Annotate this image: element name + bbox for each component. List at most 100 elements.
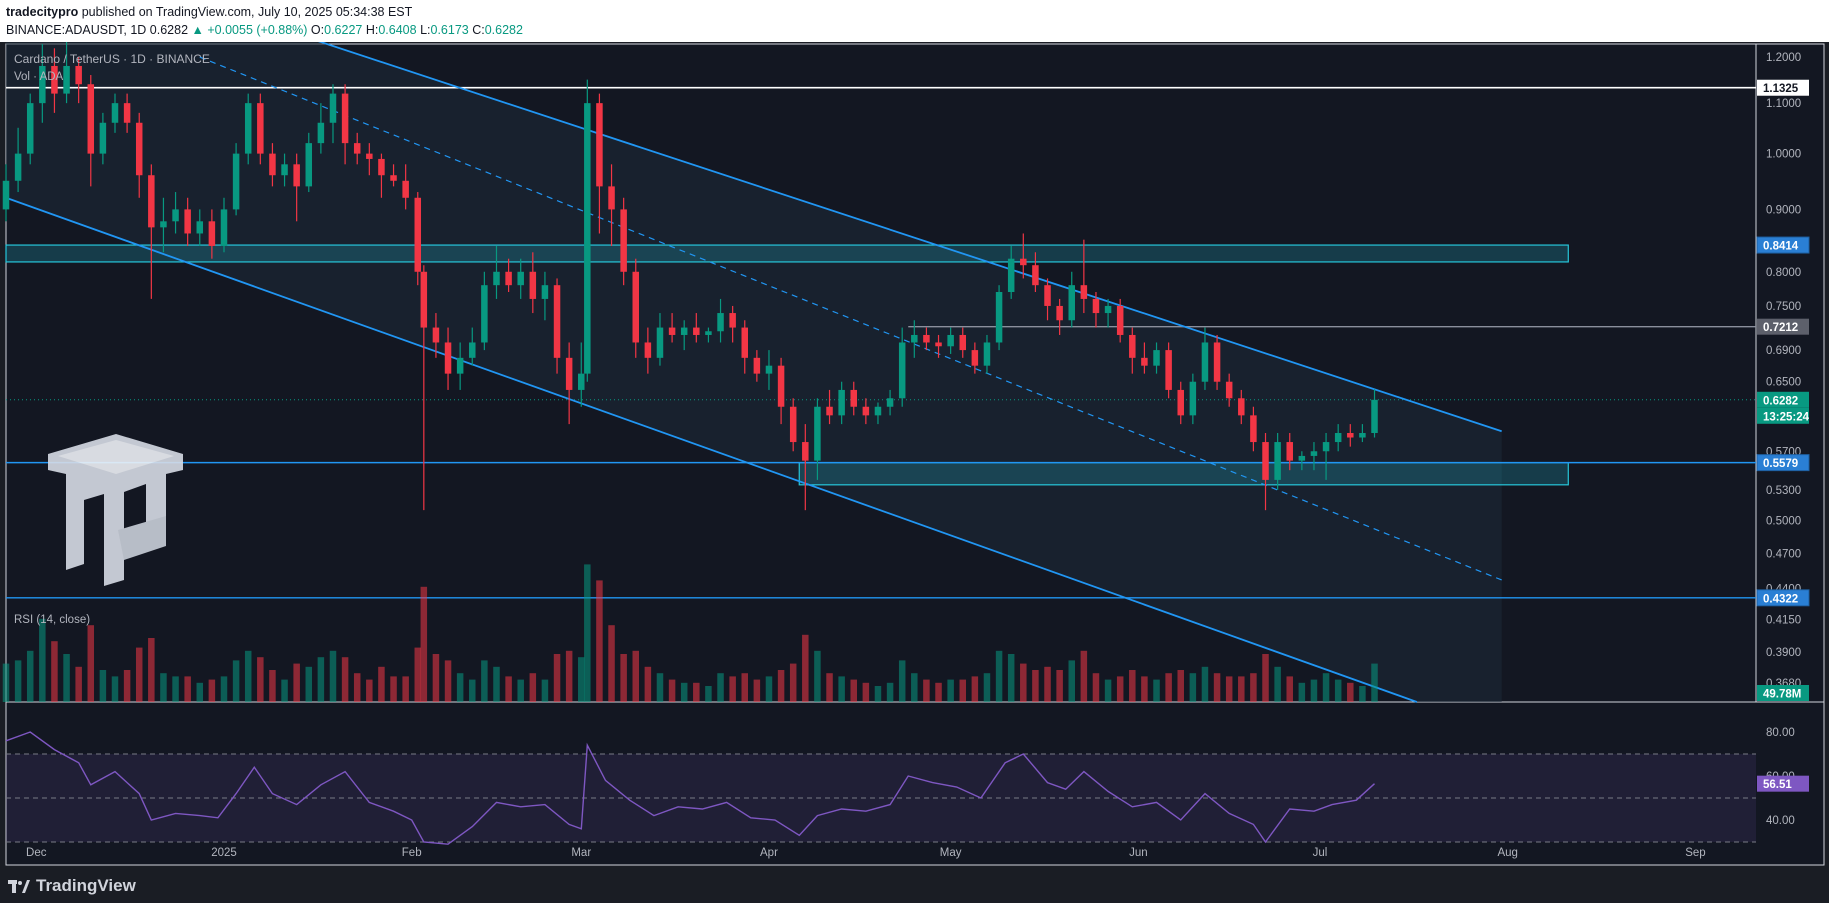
candle-body bbox=[220, 209, 228, 246]
candle-body bbox=[1129, 334, 1136, 358]
volume-bar bbox=[959, 679, 966, 702]
candle-body bbox=[432, 327, 440, 343]
price-tick-label: 0.5000 bbox=[1766, 516, 1801, 528]
candle-body bbox=[947, 334, 954, 347]
volume-bar bbox=[862, 682, 870, 702]
ohlc-line: BINANCE:ADAUSDT, 1D 0.6282 ▲ +0.0055 (+0… bbox=[6, 23, 523, 37]
volume-bar bbox=[1153, 679, 1160, 702]
volume-bar bbox=[444, 660, 452, 702]
candle-body bbox=[1274, 442, 1281, 480]
price-tick-label: 1.2000 bbox=[1766, 52, 1801, 64]
candle-body bbox=[959, 334, 966, 351]
volume-bar bbox=[644, 666, 652, 702]
volume-bar bbox=[1310, 679, 1318, 702]
rsi-line bbox=[5, 731, 1375, 845]
chart-legend-title[interactable]: Cardano / TetherUS · 1D · BINANCE bbox=[14, 52, 210, 66]
candle-body bbox=[814, 406, 821, 461]
candle-body bbox=[208, 221, 216, 246]
volume-bar bbox=[420, 586, 428, 702]
volume-bar bbox=[493, 666, 500, 702]
candle-body bbox=[995, 292, 1003, 343]
zone-1 bbox=[798, 462, 1569, 486]
volume-bar bbox=[1032, 670, 1039, 702]
price-tick-label: 0.6500 bbox=[1766, 377, 1801, 389]
candle-body bbox=[353, 143, 361, 154]
volume-bar bbox=[1020, 663, 1027, 702]
volume-bar bbox=[632, 650, 640, 702]
price-labels: 1.1325 0.8414 0.7212 0.6282 13:25:24 0.5579 0.… bbox=[1756, 79, 1810, 701]
candle-body bbox=[1032, 265, 1039, 286]
candle-body bbox=[826, 406, 833, 416]
high-value: 0.6408 bbox=[378, 23, 417, 37]
price-tick-label: 0.7500 bbox=[1766, 301, 1801, 313]
candle-body bbox=[135, 122, 143, 176]
volume-bar bbox=[578, 657, 585, 702]
last-price: 0.6282 bbox=[149, 23, 189, 37]
price-tick-label: 0.4700 bbox=[1766, 548, 1801, 560]
time-tick-label: Aug bbox=[1497, 847, 1517, 859]
volume-bar bbox=[935, 682, 942, 702]
volume-bar bbox=[378, 666, 385, 702]
candle-body bbox=[1044, 285, 1051, 306]
price-tick-label: 0.9000 bbox=[1766, 204, 1801, 216]
tradingview-brand[interactable]: TradingView bbox=[8, 876, 136, 896]
volume-legend[interactable]: Vol · ADA bbox=[14, 71, 64, 83]
candle-body bbox=[99, 122, 107, 154]
candle-body bbox=[656, 327, 664, 358]
candle-body bbox=[802, 442, 809, 461]
volume-bar bbox=[826, 673, 833, 702]
volume-bar bbox=[148, 638, 155, 702]
price-label-text: 0.4322 bbox=[1763, 593, 1798, 605]
candle-body bbox=[608, 186, 615, 210]
publisher-name[interactable]: tradecitypro bbox=[6, 5, 79, 19]
candle-body bbox=[402, 180, 409, 198]
volume-bar bbox=[765, 676, 773, 702]
candle-body bbox=[1213, 342, 1221, 382]
volume-bar bbox=[14, 660, 22, 702]
volume-bar bbox=[63, 654, 70, 702]
candle-body bbox=[1262, 442, 1269, 480]
volume-bars bbox=[2, 564, 1378, 702]
candle-body bbox=[1092, 298, 1100, 314]
volume-bar bbox=[802, 634, 809, 702]
candle-body bbox=[1189, 381, 1197, 416]
volume-bar bbox=[923, 679, 930, 702]
volume-bar bbox=[1068, 660, 1075, 702]
candle-body bbox=[444, 342, 452, 374]
volume-bar bbox=[160, 673, 167, 702]
volume-bar bbox=[1371, 663, 1378, 702]
candle-body bbox=[729, 313, 736, 328]
time-tick-label: 2025 bbox=[211, 847, 237, 859]
candle-body bbox=[850, 389, 858, 407]
price-label-text: 13:25:24 bbox=[1763, 411, 1810, 423]
candle-body bbox=[1201, 342, 1209, 382]
volume-bar bbox=[1359, 686, 1366, 702]
candle-body bbox=[517, 271, 524, 286]
candle-body bbox=[184, 209, 191, 234]
open-value: 0.6227 bbox=[324, 23, 363, 37]
volume-bar bbox=[584, 564, 591, 702]
candle-body bbox=[1165, 350, 1172, 390]
time-tick-label: Apr bbox=[760, 847, 778, 859]
volume-bar bbox=[753, 679, 761, 702]
volume-bar bbox=[390, 676, 397, 702]
candle-body bbox=[541, 285, 549, 299]
volume-bar bbox=[1213, 673, 1221, 702]
rsi-legend[interactable]: RSI (14, close) bbox=[14, 614, 90, 626]
volume-bar bbox=[596, 580, 603, 702]
candle-body bbox=[578, 373, 585, 390]
candle-body bbox=[420, 271, 428, 328]
candle-body bbox=[329, 93, 337, 123]
volume-bar bbox=[1347, 682, 1354, 702]
candle-body bbox=[1359, 433, 1366, 438]
candle-body bbox=[553, 285, 561, 358]
candle-body bbox=[378, 158, 385, 176]
time-tick-label: Jul bbox=[1313, 847, 1328, 859]
volume-bar bbox=[1044, 666, 1051, 702]
volume-bar bbox=[1056, 670, 1063, 702]
candle-body bbox=[1310, 451, 1318, 456]
volume-bar bbox=[608, 625, 615, 702]
price-label-text: 0.6282 bbox=[1763, 395, 1798, 407]
